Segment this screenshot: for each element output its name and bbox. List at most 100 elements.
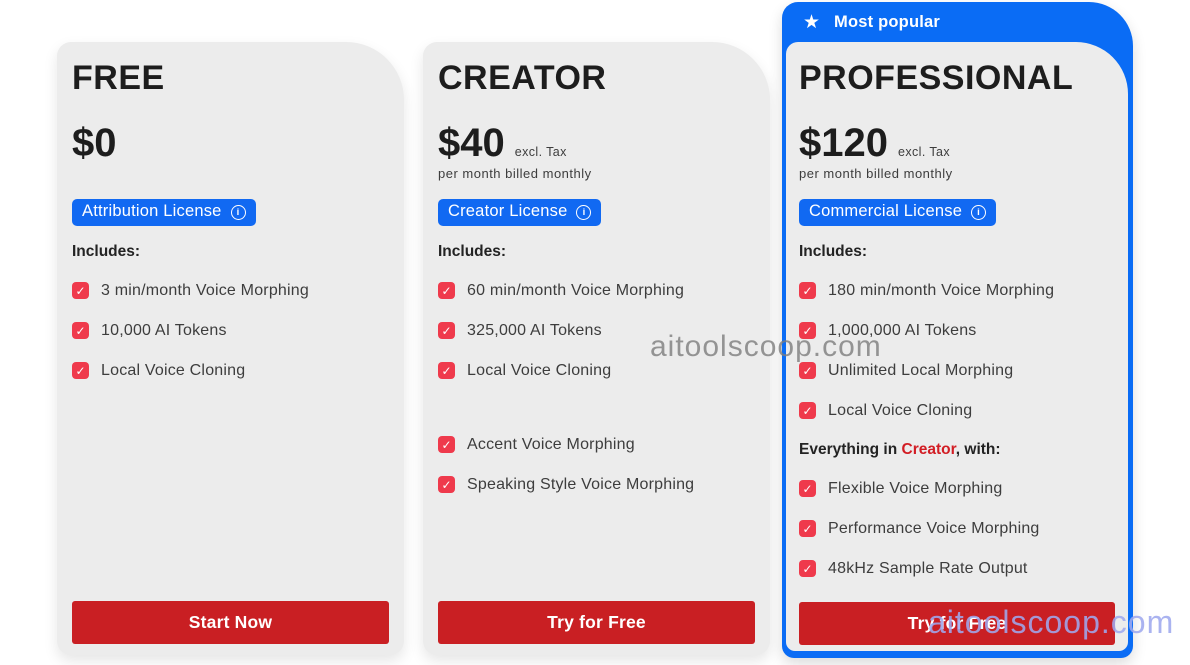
feature-label: Flexible Voice Morphing [828,479,1003,497]
feature-label: 180 min/month Voice Morphing [828,281,1055,299]
feature-item: ✓ 3 min/month Voice Morphing [72,281,389,301]
price-block-creator: $40 excl. Tax per month billed monthly [438,123,755,181]
check-icon: ✓ [441,323,452,338]
check-icon: ✓ [802,561,813,576]
feature-item: ✓ 1,000,000 AI Tokens [799,321,1115,341]
info-icon[interactable]: i [971,204,987,220]
everything-in-creator-label: Everything in Creator, with: [799,440,1115,459]
most-popular-wrapper: ★ Most popular PROFESSIONAL $120 excl. T… [782,2,1133,658]
feature-label: Unlimited Local Morphing [828,361,1014,379]
license-badge-commercial[interactable]: Commercial License i [799,198,997,226]
license-label: Creator License [448,201,568,220]
license-badge-attribution[interactable]: Attribution License i [72,198,256,226]
price-block-professional: $120 excl. Tax per month billed monthly [799,123,1115,181]
checkbox-checked-icon: ✓ [438,436,455,454]
start-now-button[interactable]: Start Now [72,601,389,644]
plan-price-professional: $120 [799,120,888,165]
checkbox-checked-icon: ✓ [438,362,455,380]
feature-label: 1,000,000 AI Tokens [828,321,977,339]
check-icon: ✓ [802,363,813,378]
includes-label: Includes: [72,242,141,260]
plan-price-free: $0 [72,120,117,165]
checkbox-checked-icon: ✓ [438,322,455,340]
feature-label: 10,000 AI Tokens [101,321,227,339]
feature-group-spacer [438,381,755,415]
license-label: Attribution License [82,201,222,220]
billing-note: per month billed monthly [438,165,592,181]
most-popular-label: Most popular [834,12,941,31]
checkbox-checked-icon: ✓ [799,402,816,420]
feature-label: Local Voice Cloning [828,401,973,419]
feature-label: 325,000 AI Tokens [467,321,602,339]
checkbox-checked-icon: ✓ [799,560,816,578]
most-popular-banner: ★ Most popular [782,2,1133,42]
everything-prefix: Everything in [799,440,902,458]
pricing-card-free: FREE $0 Attribution License i Includes: … [57,42,404,655]
checkbox-checked-icon: ✓ [799,480,816,498]
plan-title-professional: PROFESSIONAL [799,59,1074,97]
check-icon: ✓ [441,283,452,298]
feature-item: ✓ Unlimited Local Morphing [799,361,1115,381]
feature-item: ✓ Local Voice Cloning [799,401,1115,421]
pricing-card-creator: CREATOR $40 excl. Tax per month billed m… [423,42,770,655]
plan-price-creator: $40 [438,120,505,165]
feature-item: ✓ Accent Voice Morphing [438,435,755,455]
try-for-free-button-creator[interactable]: Try for Free [438,601,755,644]
check-icon: ✓ [441,363,452,378]
check-icon: ✓ [802,323,813,338]
checkbox-checked-icon: ✓ [438,476,455,494]
feature-item: ✓ Speaking Style Voice Morphing [438,475,755,495]
checkbox-checked-icon: ✓ [799,322,816,340]
check-icon: ✓ [75,323,86,338]
checkbox-checked-icon: ✓ [799,282,816,300]
info-icon[interactable]: i [230,204,246,220]
everything-suffix: , with: [955,440,1001,458]
feature-label: Accent Voice Morphing [467,435,635,453]
price-block-free: $0 [72,123,389,181]
billing-note: per month billed monthly [799,165,953,181]
check-icon: ✓ [802,521,813,536]
plan-title-creator: CREATOR [438,59,607,97]
includes-label: Includes: [799,242,868,260]
checkbox-checked-icon: ✓ [799,520,816,538]
feature-item: ✓ 10,000 AI Tokens [72,321,389,341]
tax-note: excl. Tax [897,144,950,159]
feature-item: ✓ Flexible Voice Morphing [799,479,1115,499]
check-icon: ✓ [75,283,86,298]
check-icon: ✓ [802,283,813,298]
plan-title-free: FREE [72,59,165,97]
feature-item: ✓ 60 min/month Voice Morphing [438,281,755,301]
checkbox-checked-icon: ✓ [72,362,89,380]
info-icon[interactable]: i [576,204,592,220]
pricing-card-professional: PROFESSIONAL $120 excl. Tax per month bi… [786,42,1128,651]
check-icon: ✓ [75,363,86,378]
feature-item: ✓ 48kHz Sample Rate Output [799,559,1115,579]
tax-note: excl. Tax [514,144,567,159]
feature-item: ✓ Local Voice Cloning [72,361,389,381]
includes-label: Includes: [438,242,507,260]
feature-label: Local Voice Cloning [101,361,246,379]
try-for-free-button-professional[interactable]: Try for Free [799,602,1115,645]
checkbox-checked-icon: ✓ [72,322,89,340]
feature-label: Speaking Style Voice Morphing [467,475,695,493]
check-icon: ✓ [441,437,452,452]
checkbox-checked-icon: ✓ [72,282,89,300]
feature-label: 60 min/month Voice Morphing [467,281,685,299]
feature-label: 48kHz Sample Rate Output [828,559,1028,577]
everything-highlight: Creator [901,440,956,458]
feature-label: 3 min/month Voice Morphing [101,281,309,299]
checkbox-checked-icon: ✓ [799,362,816,380]
star-icon: ★ [803,11,821,33]
checkbox-checked-icon: ✓ [438,282,455,300]
feature-label: Performance Voice Morphing [828,519,1040,537]
feature-label: Local Voice Cloning [467,361,612,379]
check-icon: ✓ [441,477,452,492]
feature-item: ✓ 180 min/month Voice Morphing [799,281,1115,301]
feature-item: ✓ 325,000 AI Tokens [438,321,755,341]
check-icon: ✓ [802,403,813,418]
license-badge-creator[interactable]: Creator License i [438,198,602,226]
feature-item: ✓ Local Voice Cloning [438,361,755,381]
license-label: Commercial License [809,201,963,220]
check-icon: ✓ [802,481,813,496]
